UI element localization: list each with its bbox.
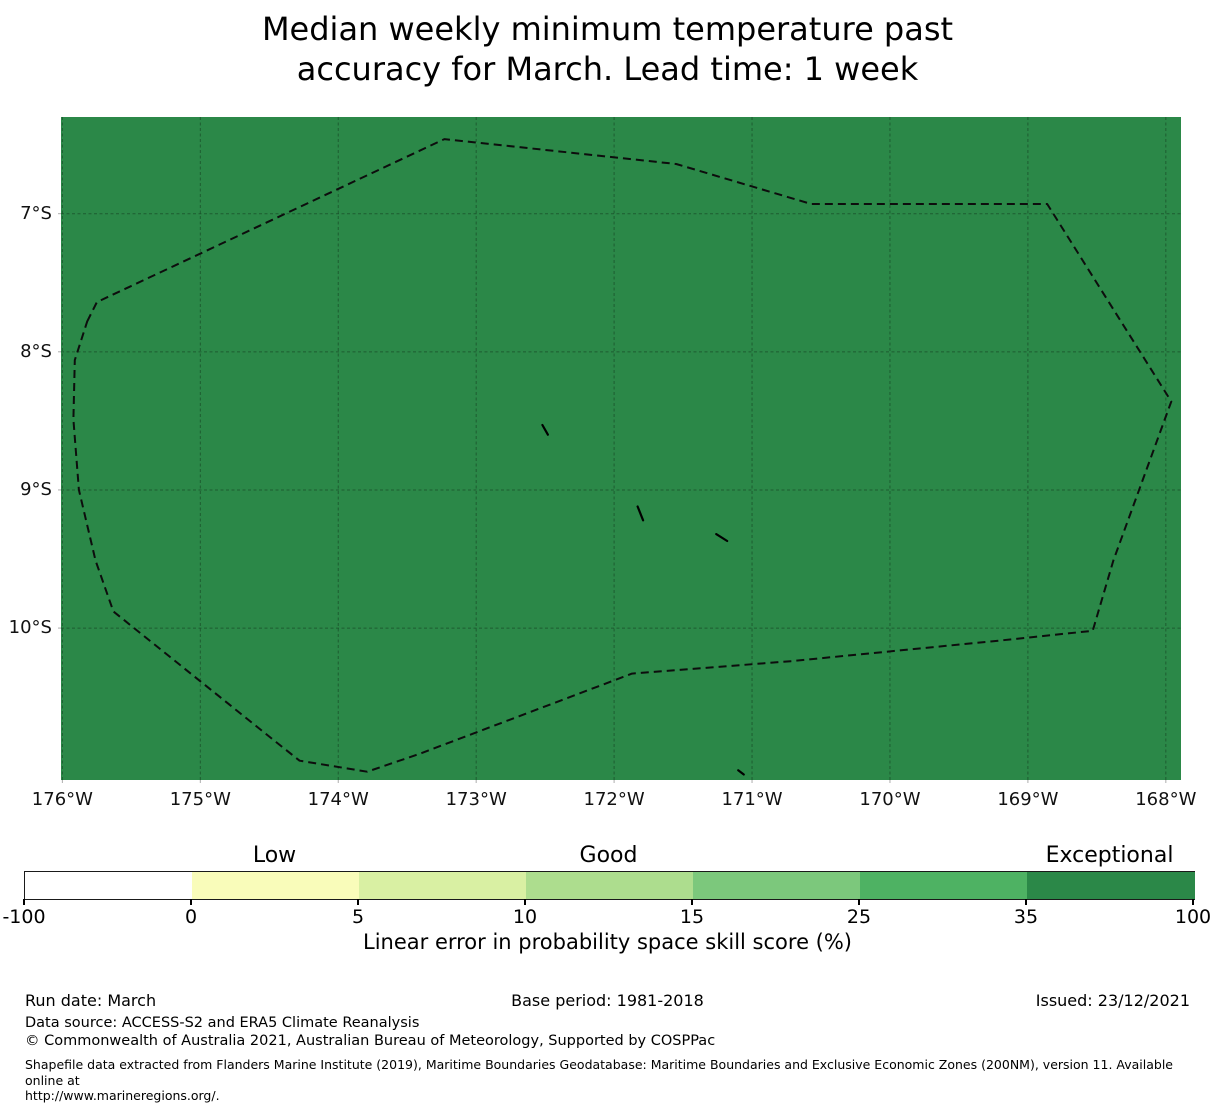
island-mark <box>636 505 645 522</box>
footer-row: Run date: March Base period: 1981-2018 I… <box>0 991 1215 1011</box>
colorbar-tick-label: 0 <box>184 906 198 928</box>
x-tick-label: 171°W <box>721 789 783 810</box>
map-svg <box>58 117 1181 783</box>
run-date-text: Run date: March <box>25 991 157 1010</box>
colorbar-band-label-good: Good <box>579 843 638 868</box>
colorbar-segment <box>1027 872 1195 899</box>
island-mark <box>715 533 729 543</box>
base-period-text: Base period: 1981-2018 <box>511 991 704 1010</box>
colorbar-band-label-low: Low <box>252 843 297 868</box>
map-area <box>58 117 1181 783</box>
colorbar-tick-label: 25 <box>846 906 872 928</box>
island-mark <box>541 423 549 436</box>
x-tick-label: 168°W <box>1135 789 1197 810</box>
x-tick-label: 176°W <box>31 789 93 810</box>
shapefile-note-text: Shapefile data extracted from Flanders M… <box>25 1057 1173 1103</box>
y-tick-label: 9°S <box>20 478 52 500</box>
island-mark <box>737 769 745 776</box>
colorbar-tick <box>524 899 526 905</box>
colorbar-tick <box>23 899 25 905</box>
sea-fill <box>61 117 1181 780</box>
colorbar-tick <box>357 899 359 905</box>
x-tick-label: 175°W <box>169 789 231 810</box>
y-tick-label: 8°S <box>20 340 52 362</box>
x-tick-label: 170°W <box>859 789 921 810</box>
colorbar-tick <box>1192 899 1194 905</box>
y-tick-label: 10°S <box>8 617 52 639</box>
colorbar-tick <box>691 899 693 905</box>
colorbar-tick <box>858 899 860 905</box>
issued-date-text: Issued: 23/12/2021 <box>1035 991 1190 1010</box>
colorbar-segment <box>359 872 527 899</box>
colorbar-segment <box>192 872 360 899</box>
colorbar-tick-label: 10 <box>512 906 538 928</box>
colorbar-tick-label: 5 <box>351 906 365 928</box>
colorbar-tick <box>1025 899 1027 905</box>
colorbar-tick-label: -100 <box>2 906 46 928</box>
y-tick-label: 7°S <box>20 202 52 224</box>
colorbar-segment <box>526 872 694 899</box>
x-tick-label: 169°W <box>997 789 1059 810</box>
copyright-text: © Commonwealth of Australia 2021, Austra… <box>25 1033 716 1049</box>
colorbar-tick <box>190 899 192 905</box>
colorbar-segment <box>25 872 193 899</box>
eez-boundary <box>72 138 1173 773</box>
colorbar-axis-label: Linear error in probability space skill … <box>363 930 852 954</box>
colorbar <box>24 871 1195 900</box>
x-tick-label: 174°W <box>307 789 369 810</box>
colorbar-segment <box>693 872 861 899</box>
colorbar-tick-label: 100 <box>1174 906 1212 928</box>
chart-title: Median weekly minimum temperature past a… <box>261 10 954 88</box>
colorbar-segment <box>860 872 1028 899</box>
x-tick-label: 173°W <box>445 789 507 810</box>
data-source-text: Data source: ACCESS-S2 and ERA5 Climate … <box>25 1015 420 1031</box>
colorbar-band-label-exceptional: Exceptional <box>1045 843 1174 868</box>
colorbar-tick-label: 35 <box>1013 906 1039 928</box>
colorbar-tick-label: 15 <box>679 906 705 928</box>
x-tick-label: 172°W <box>583 789 645 810</box>
